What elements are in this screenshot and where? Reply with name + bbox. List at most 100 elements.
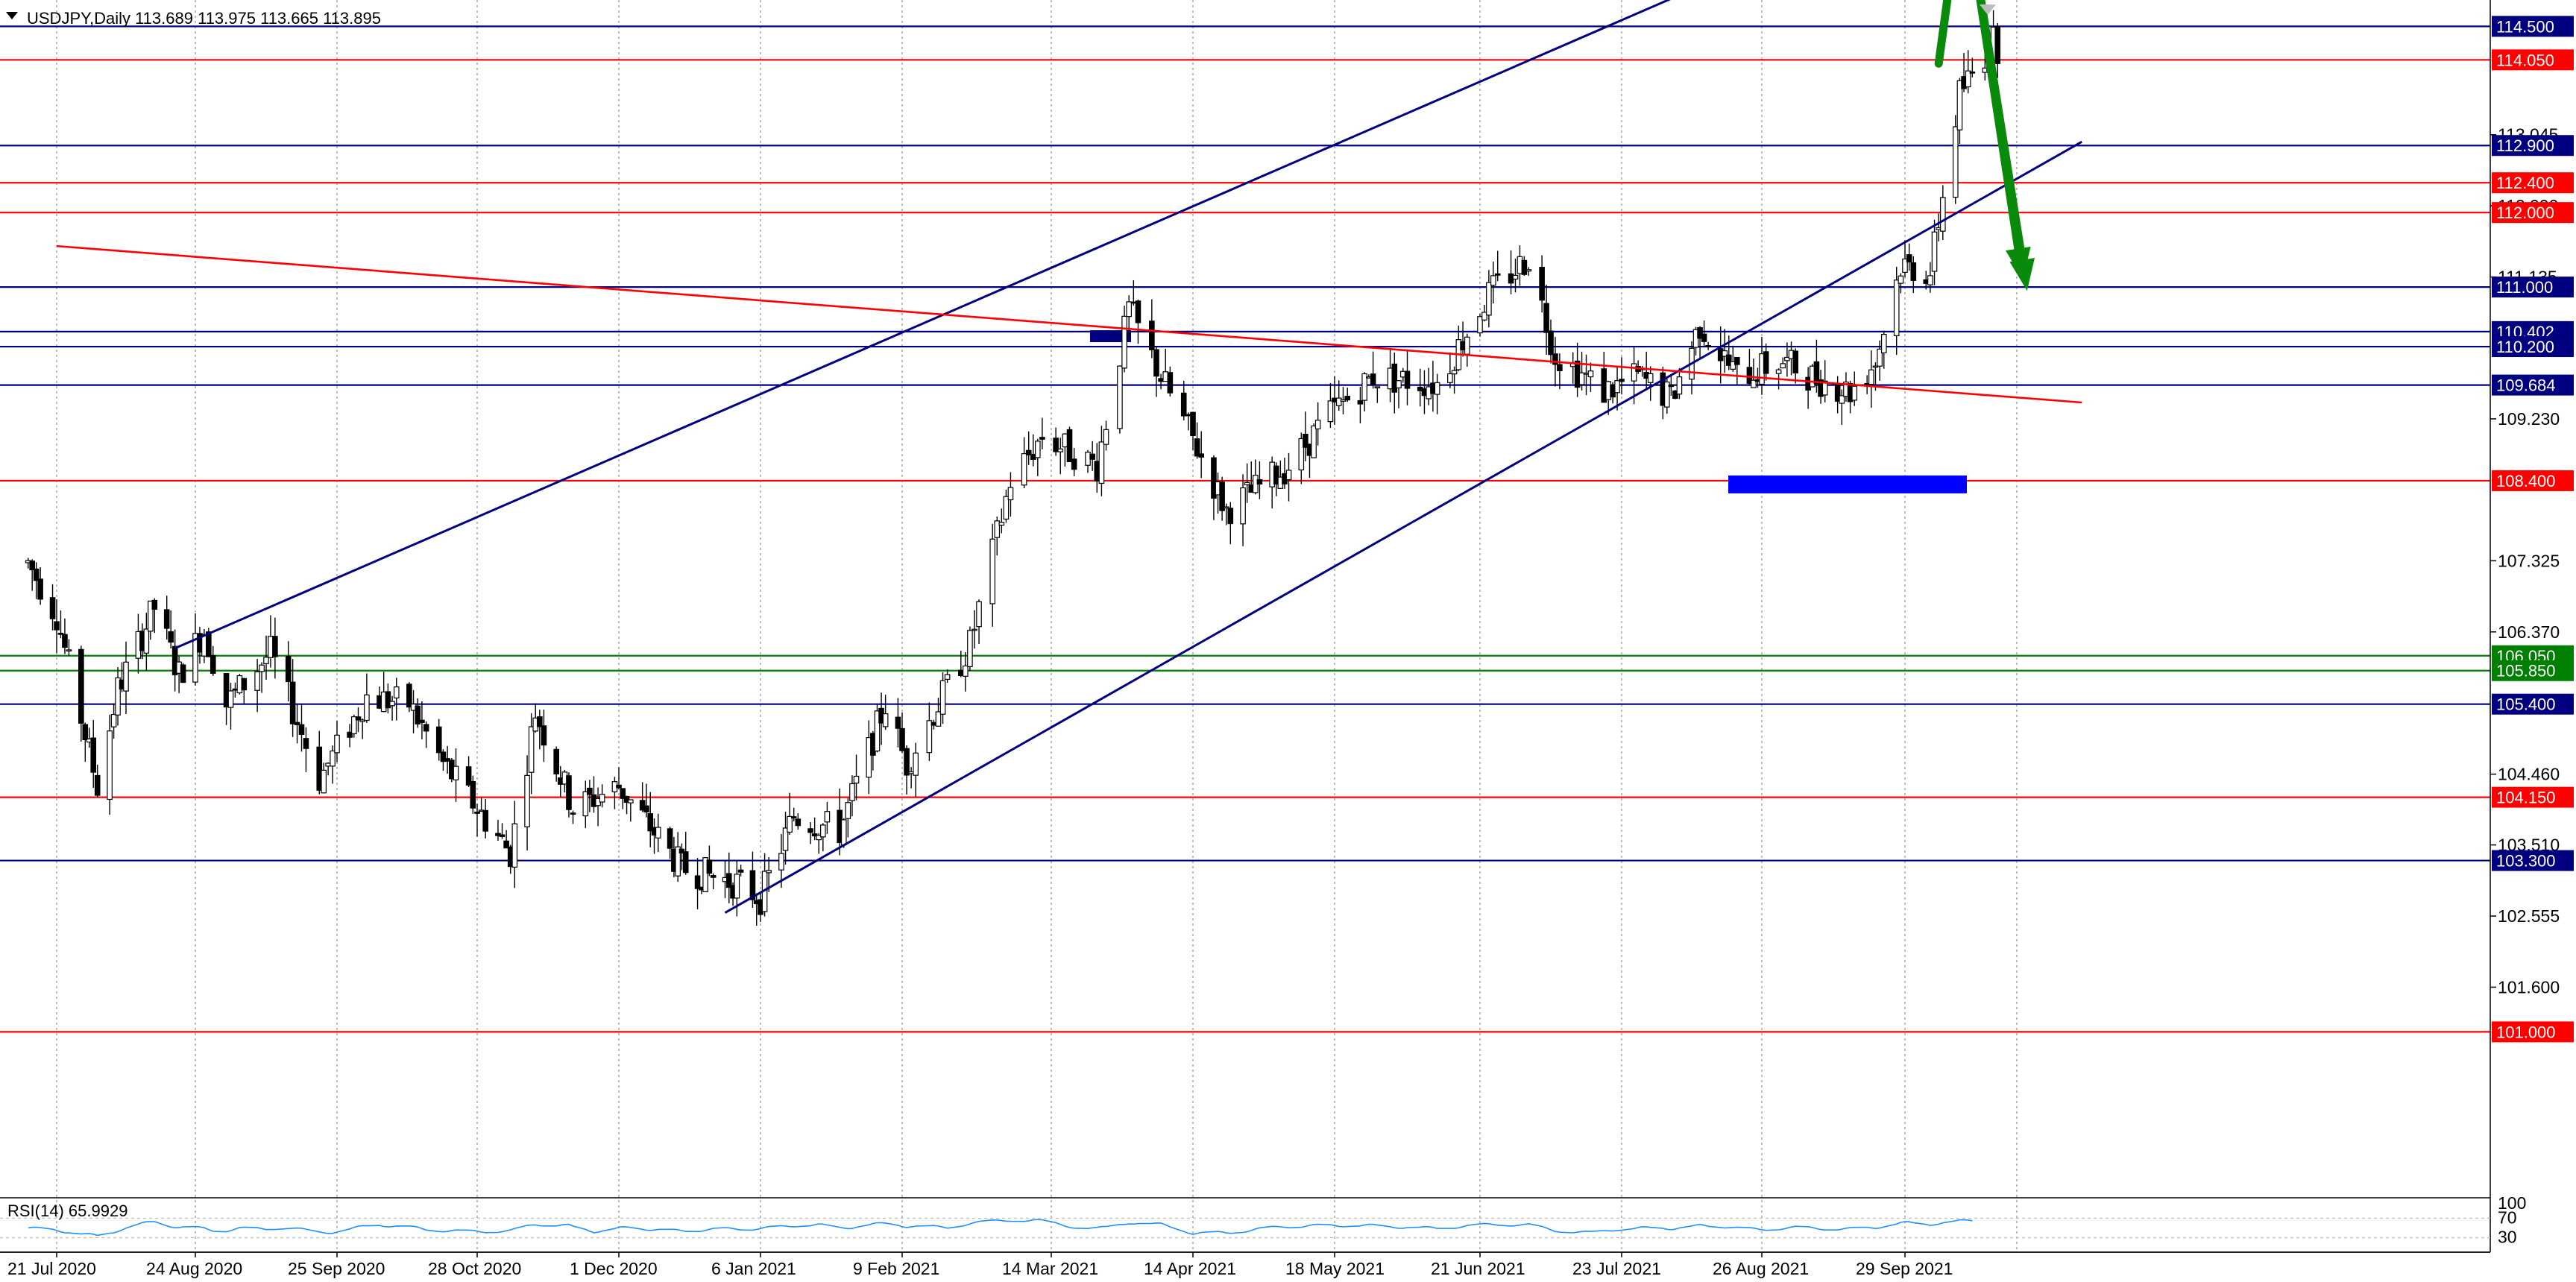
candle-body (1298, 438, 1305, 471)
candle-body (1344, 396, 1351, 401)
candle (54, 599, 60, 654)
candle-body (503, 840, 509, 849)
candle (1927, 262, 1933, 293)
chart-shift-icon[interactable] (1980, 4, 1996, 15)
candle-body (1664, 381, 1670, 408)
candle (944, 669, 951, 683)
channel-lower-line (724, 140, 2082, 914)
price-tag-label: 114.500 (2496, 17, 2554, 36)
candle (866, 720, 872, 795)
candle (143, 613, 150, 671)
candle-body (882, 713, 889, 727)
candle (171, 629, 178, 692)
candle-body (930, 721, 937, 726)
candle-body (1149, 320, 1155, 350)
candle-body (643, 805, 649, 812)
candle (82, 722, 89, 762)
collapse-triangle-icon[interactable] (6, 12, 18, 19)
candle-body (206, 631, 212, 657)
candle (316, 730, 323, 795)
trend-drawings (56, 0, 2082, 914)
candle (895, 698, 901, 748)
candle (824, 801, 831, 834)
candle-body (1121, 315, 1127, 369)
price-tag-label: 104.150 (2496, 789, 2556, 807)
candle (503, 830, 509, 849)
price-tag-label: 114.050 (2496, 51, 2554, 69)
candle-body (570, 812, 576, 815)
candle-body (1098, 441, 1105, 484)
candle (1149, 299, 1155, 359)
candle (1361, 372, 1367, 411)
candle (1940, 185, 1946, 241)
candle (499, 823, 506, 839)
date-tick-label: 24 Aug 2020 (146, 1259, 242, 1278)
candle (241, 678, 248, 704)
candle-body (330, 750, 336, 767)
candle (115, 667, 121, 726)
candle-body (1158, 378, 1164, 382)
candle-body (1303, 433, 1309, 448)
candle-body (628, 799, 634, 803)
candle-body (1956, 80, 1963, 130)
candle (1994, 22, 2001, 78)
candle (1877, 340, 1883, 381)
candle-body (272, 636, 278, 657)
date-tick-label: 28 Oct 2020 (428, 1259, 521, 1278)
candle (334, 721, 340, 762)
candle-body (1030, 454, 1036, 460)
candle-body (355, 716, 362, 721)
candle (1792, 348, 1798, 384)
price-tag-105.400 (2492, 693, 2574, 715)
candle-body (54, 621, 60, 631)
candle-body (1227, 508, 1234, 525)
candle-body (710, 874, 717, 878)
candle (849, 775, 855, 817)
candle-body (49, 597, 56, 619)
candle (355, 707, 362, 733)
candle-body (241, 678, 248, 691)
candle (639, 782, 646, 812)
candle-body (1340, 399, 1347, 402)
candle (710, 873, 717, 889)
candle (223, 673, 230, 725)
candle (787, 792, 793, 836)
candle (1180, 380, 1187, 420)
candle (566, 772, 572, 818)
horizontal-price-lines (0, 25, 2490, 1033)
candle-body (1906, 254, 1912, 263)
arrow-shaft (1934, 0, 1952, 68)
candle-body (1813, 361, 1820, 385)
candle (1190, 411, 1196, 450)
candle-body (90, 737, 97, 773)
candle-body (1969, 71, 1976, 74)
candle-body (1676, 376, 1683, 395)
candle-body (1464, 336, 1470, 355)
candle-body (908, 771, 914, 774)
candle-body (180, 664, 186, 683)
candle (1525, 267, 1532, 277)
price-tag-112.000 (2492, 202, 2574, 224)
candle (766, 857, 772, 892)
candle (1117, 365, 1123, 434)
candle-body (1085, 452, 1091, 466)
candle (1153, 347, 1159, 397)
arrow-shaft (1977, 0, 2027, 265)
candle-body (511, 823, 518, 868)
candle (904, 745, 910, 795)
candle-body (749, 870, 756, 900)
rsi-line (28, 1219, 1973, 1237)
candle (1314, 402, 1321, 446)
candle-body (787, 815, 793, 833)
candle (470, 775, 476, 814)
candle (524, 755, 530, 851)
candle-body (1578, 372, 1585, 385)
candle (364, 673, 370, 723)
candle-body (811, 833, 818, 837)
candle-body (1311, 425, 1317, 458)
candle (1486, 270, 1492, 328)
price-tag-103.300 (2492, 850, 2574, 871)
candle-body (62, 634, 68, 648)
